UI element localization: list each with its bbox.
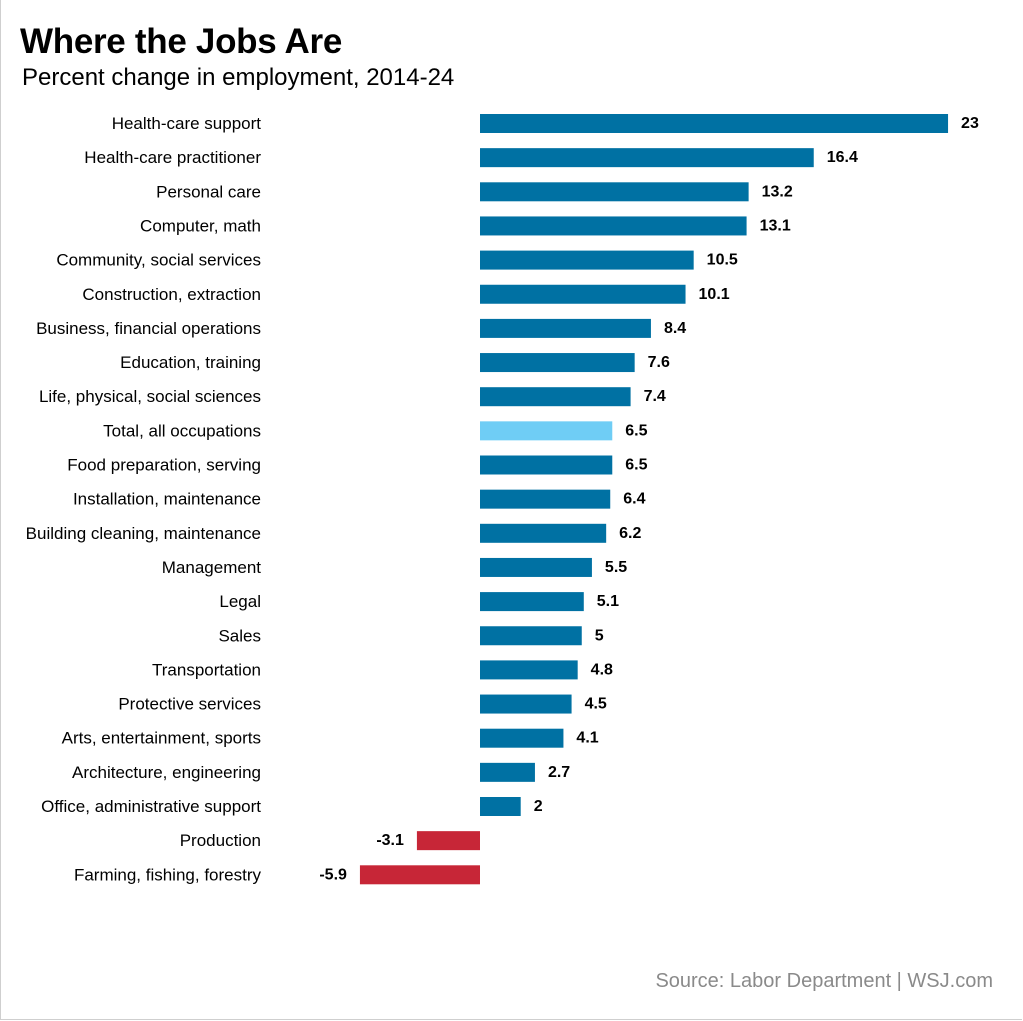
bar xyxy=(480,148,814,168)
value-label: 5 xyxy=(595,627,604,644)
category-label: Life, physical, social sciences xyxy=(39,387,261,406)
chart-subtitle: Percent change in employment, 2014-24 xyxy=(22,64,455,91)
value-label: -5.9 xyxy=(319,866,347,883)
category-label: Management xyxy=(162,558,262,577)
bar xyxy=(480,694,572,714)
bar xyxy=(480,762,535,782)
bar xyxy=(480,797,521,816)
value-label: 13.2 xyxy=(762,183,793,200)
value-label: 2 xyxy=(534,798,543,815)
bar xyxy=(480,592,584,612)
value-label: 6.2 xyxy=(619,525,641,542)
value-label: 23 xyxy=(961,115,979,132)
category-label: Food preparation, serving xyxy=(67,456,261,475)
bar xyxy=(480,250,694,270)
bar xyxy=(480,489,611,509)
value-label: 8.4 xyxy=(664,320,686,337)
bar xyxy=(480,318,651,338)
category-label: Business, financial operations xyxy=(36,319,261,338)
chart-title: Where the Jobs Are xyxy=(20,22,342,61)
value-label: 7.4 xyxy=(644,388,666,405)
bar xyxy=(480,353,635,373)
value-label: 4.5 xyxy=(585,696,607,713)
value-label: 10.5 xyxy=(707,252,738,269)
bar xyxy=(480,557,592,577)
category-label: Legal xyxy=(219,592,261,611)
value-label: -3.1 xyxy=(376,832,404,849)
category-label: Sales xyxy=(218,626,261,645)
bar xyxy=(480,182,749,202)
bar xyxy=(480,626,582,646)
value-label: 2.7 xyxy=(548,764,570,781)
category-label: Production xyxy=(180,831,261,850)
value-label: 6.5 xyxy=(625,422,647,439)
value-label: 4.1 xyxy=(576,730,598,747)
category-label: Education, training xyxy=(120,353,261,372)
bar xyxy=(480,455,613,475)
source-note: Source: Labor Department | WSJ.com xyxy=(655,970,993,992)
category-label: Computer, math xyxy=(140,216,261,235)
bar xyxy=(480,660,578,680)
category-label: Installation, maintenance xyxy=(73,490,261,509)
category-label: Health-care practitioner xyxy=(84,148,261,167)
bar xyxy=(480,216,747,236)
category-label: Office, administrative support xyxy=(41,797,261,816)
category-label: Transportation xyxy=(152,660,261,679)
category-label: Arts, entertainment, sports xyxy=(62,729,261,748)
value-label: 13.1 xyxy=(760,217,791,234)
bar xyxy=(480,387,631,407)
value-label: 5.5 xyxy=(605,559,627,576)
bar xyxy=(480,284,686,304)
value-label: 10.1 xyxy=(699,286,730,303)
bar xyxy=(416,831,480,851)
bar xyxy=(480,523,607,543)
category-label: Personal care xyxy=(156,182,261,201)
value-label: 16.4 xyxy=(827,149,858,166)
category-label: Community, social services xyxy=(56,251,261,270)
value-label: 5.1 xyxy=(597,593,619,610)
bar xyxy=(480,728,564,748)
category-label: Farming, fishing, forestry xyxy=(74,865,262,884)
value-label: 7.6 xyxy=(648,354,670,371)
bar xyxy=(359,865,480,885)
category-label: Building cleaning, maintenance xyxy=(26,524,261,543)
category-label: Architecture, engineering xyxy=(72,763,261,782)
category-label: Health-care support xyxy=(112,114,262,133)
bar xyxy=(480,421,613,441)
bar xyxy=(480,114,949,133)
value-label: 6.4 xyxy=(623,491,645,508)
category-label: Total, all occupations xyxy=(103,421,261,440)
value-label: 6.5 xyxy=(625,457,647,474)
value-label: 4.8 xyxy=(591,661,613,678)
category-label: Construction, extraction xyxy=(82,285,261,304)
category-label: Protective services xyxy=(118,695,261,714)
